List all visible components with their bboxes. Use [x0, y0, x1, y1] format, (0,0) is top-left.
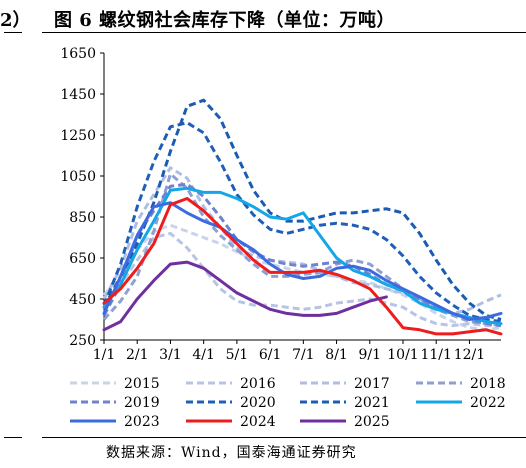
x-tick-label: 4/1	[192, 347, 215, 363]
title-rule-left	[4, 32, 22, 33]
figure-title: 图 6 螺纹钢社会库存下降（单位：万吨）	[54, 10, 396, 31]
series-line-2021	[102, 98, 502, 321]
legend-label-2020: 2020	[240, 395, 276, 411]
footer-rule-left	[4, 437, 22, 438]
x-tick-label: 3/1	[159, 347, 182, 363]
title-left-fragment: 2）	[0, 10, 31, 31]
x-tick-label: 1/1	[93, 347, 116, 363]
legend-label-2015: 2015	[124, 376, 160, 392]
x-tick-label: 6/1	[259, 347, 282, 363]
series-line-2019	[102, 182, 502, 328]
legend-label-2017: 2017	[354, 376, 390, 392]
title-row: 2） 图 6 螺纹钢社会库存下降（单位：万吨）	[0, 4, 526, 31]
legend-label-2025: 2025	[354, 414, 390, 430]
series-line-2022	[102, 186, 503, 326]
footer-rule	[42, 437, 526, 438]
series-line-2016	[102, 231, 501, 328]
y-tick-label: 250	[69, 333, 96, 349]
series-line-2020	[102, 121, 502, 324]
x-tick-label: 11/1	[420, 347, 451, 363]
x-tick-label: 8/1	[325, 347, 348, 363]
legend-label-2022: 2022	[470, 395, 506, 411]
legend-label-2016: 2016	[240, 376, 276, 392]
legend-label-2024: 2024	[240, 414, 276, 430]
series-line-2017	[102, 166, 502, 315]
y-tick-label: 1450	[60, 87, 96, 103]
series-line-2023	[102, 201, 503, 321]
source-note: 数据来源：Wind，国泰海通证券研究	[106, 445, 357, 461]
y-tick-label: 1650	[60, 46, 96, 62]
title-rule	[42, 32, 526, 33]
x-tick-label: 5/1	[226, 347, 249, 363]
x-tick-label: 9/1	[359, 347, 382, 363]
x-tick-label: 10/1	[387, 347, 418, 363]
x-tick-label: 2/1	[126, 347, 149, 363]
legend-label-2021: 2021	[354, 395, 390, 411]
legend-label-2019: 2019	[124, 395, 160, 411]
x-tick-label: 12/1	[454, 347, 485, 363]
series-line-2024	[102, 197, 503, 336]
y-tick-label: 650	[69, 251, 96, 267]
x-tick-label: 7/1	[292, 347, 315, 363]
legend-label-2018: 2018	[470, 376, 506, 392]
y-tick-label: 850	[69, 210, 96, 226]
y-tick-label: 1250	[60, 128, 96, 144]
series-line-2025	[102, 260, 388, 332]
y-tick-label: 450	[69, 292, 96, 308]
legend-label-2023: 2023	[124, 414, 160, 430]
y-tick-label: 1050	[60, 169, 96, 185]
